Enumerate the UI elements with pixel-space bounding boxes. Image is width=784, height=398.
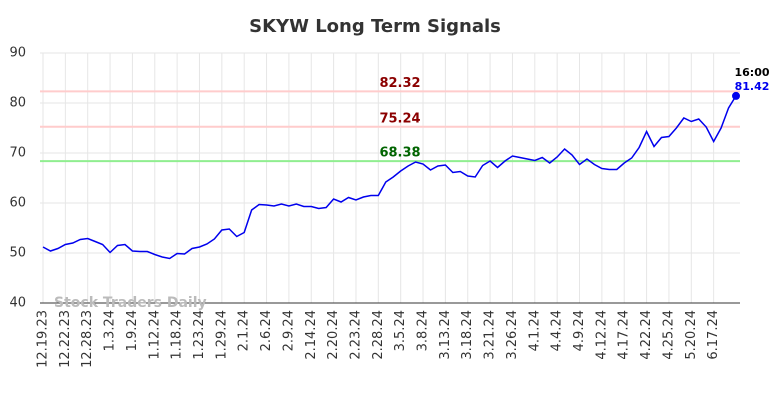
x-tick-label: 2.1.24 <box>237 310 252 351</box>
x-tick-label: 4.25.24 <box>661 310 676 360</box>
x-tick-label: 1.29.24 <box>214 310 229 360</box>
y-tick-label: 50 <box>9 246 26 261</box>
last-point <box>732 91 740 100</box>
x-tick-label: 4.22.24 <box>639 310 654 360</box>
x-tick-label: 3.26.24 <box>505 310 520 360</box>
signal-label: 68.38 <box>379 146 420 161</box>
y-tick-label: 70 <box>9 146 26 161</box>
x-tick-label: 2.28.24 <box>371 310 386 360</box>
x-tick-label: 2.20.24 <box>326 310 341 360</box>
x-tick-label: 2.14.24 <box>304 310 319 360</box>
x-tick-label: 4.9.24 <box>572 310 587 351</box>
x-tick-label: 3.8.24 <box>416 310 431 351</box>
x-tick-label: 1.12.24 <box>147 310 162 360</box>
chart-title: SKYW Long Term Signals <box>249 16 501 37</box>
x-tick-label: 3.21.24 <box>483 310 498 360</box>
price-line <box>42 95 737 260</box>
x-tick-label: 2.6.24 <box>259 310 274 351</box>
x-tick-label: 6.17.24 <box>706 310 721 360</box>
y-tick-label: 80 <box>9 96 26 111</box>
x-tick-label: 12.22.23 <box>58 310 73 368</box>
x-tick-label: 4.1.24 <box>527 310 542 351</box>
x-tick-label: 4.17.24 <box>617 310 632 360</box>
x-tick-label: 1.23.24 <box>192 310 207 360</box>
x-tick-label: 2.9.24 <box>281 310 296 351</box>
y-tick-label: 60 <box>9 196 26 211</box>
y-tick-label: 40 <box>9 296 26 311</box>
x-tick-label: 1.9.24 <box>125 310 140 351</box>
signal-label: 75.24 <box>379 111 420 126</box>
watermark: Stock Traders Daily <box>54 295 207 311</box>
x-tick-label: 4.4.24 <box>550 310 565 351</box>
x-tick-label: 12.28.23 <box>80 310 95 368</box>
x-tick-label: 2.23.24 <box>348 310 363 360</box>
x-tick-label: 5.20.24 <box>684 310 699 360</box>
last-time: 16:00 <box>734 66 769 79</box>
x-tick-label: 1.3.24 <box>103 310 118 351</box>
x-tick-label: 1.18.24 <box>170 310 185 360</box>
x-tick-label: 3.5.24 <box>393 310 408 351</box>
x-tick-label: 4.12.24 <box>594 310 609 360</box>
x-tick-label: 12.19.23 <box>36 310 51 368</box>
x-tick-label: 3.13.24 <box>438 310 453 360</box>
last-value: 81.42 <box>735 80 770 93</box>
x-tick-label: 3.18.24 <box>460 310 475 360</box>
signal-label: 82.32 <box>379 76 420 91</box>
y-tick-label: 90 <box>9 46 26 61</box>
